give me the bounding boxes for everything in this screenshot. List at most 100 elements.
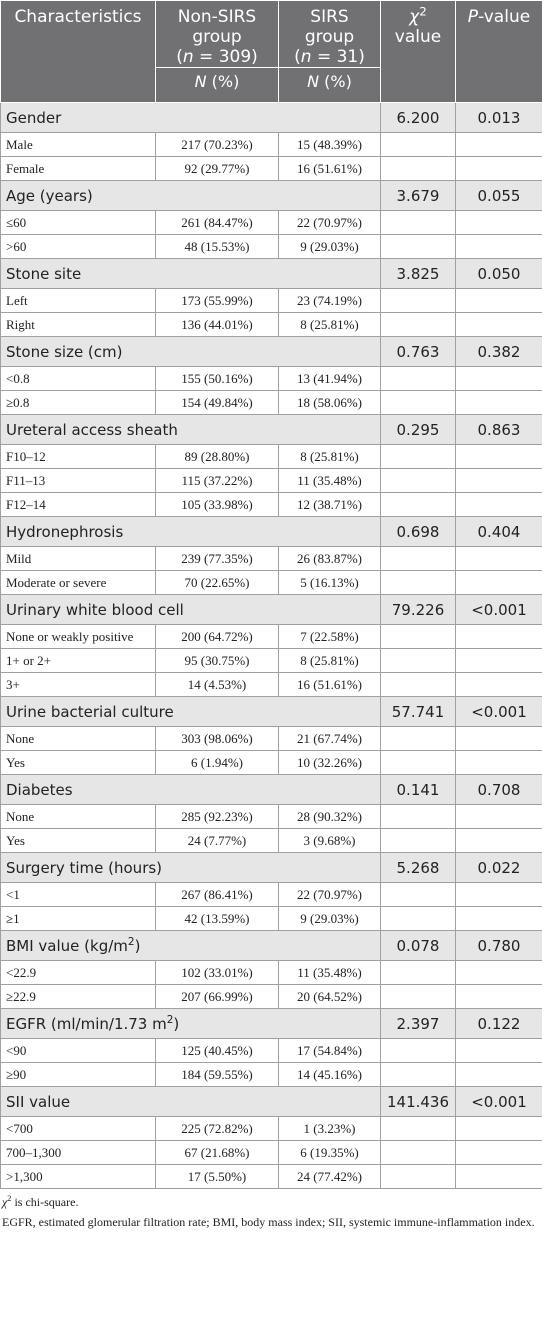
empty-cell (455, 750, 542, 775)
row-label: <0.8 (0, 366, 156, 391)
row-label: ≥0.8 (0, 390, 156, 415)
fn-sup: 2 (7, 1194, 12, 1203)
data-row: <700 225 (72.82%) 1 (3.23%) (0, 1116, 542, 1141)
header-n: (n = 309) (161, 47, 273, 67)
row-label: <22.9 (0, 960, 156, 985)
count-cell: 70 (22.65%) (155, 570, 279, 595)
empty-cell (380, 672, 456, 697)
p-value: 0.022 (455, 852, 542, 883)
count-cell: 21 (67.74%) (278, 726, 381, 751)
row-label: F10–12 (0, 444, 156, 469)
row-label: Right (0, 312, 156, 337)
count-cell: 28 (90.32%) (278, 804, 381, 829)
data-row: Female 92 (29.77%) 16 (51.61%) (0, 156, 542, 181)
count-cell: 89 (28.80%) (155, 444, 279, 469)
chi2-value: 2.397 (380, 1008, 456, 1039)
header-text: Non-SIRS group (177, 7, 257, 47)
count-cell: 95 (30.75%) (155, 648, 279, 673)
section-name-part: ) (134, 936, 141, 955)
row-label: Female (0, 156, 156, 181)
data-row: ≥0.8 154 (49.84%) 18 (58.06%) (0, 390, 542, 415)
empty-cell (455, 546, 542, 571)
empty-cell (380, 210, 456, 235)
count-cell: 6 (1.94%) (155, 750, 279, 775)
empty-cell (380, 570, 456, 595)
sub-n: N (307, 72, 320, 91)
header-cell: N (%) (278, 67, 381, 103)
row-label: None or weakly positive (0, 624, 156, 649)
count-cell: 8 (25.81%) (278, 312, 381, 337)
data-row: <22.9 102 (33.01%) 11 (35.48%) (0, 960, 542, 985)
section-row: EGFR (ml/min/1.73 m2) 2.397 0.122 (0, 1008, 542, 1039)
count-cell: 16 (51.61%) (278, 672, 381, 697)
empty-cell (455, 570, 542, 595)
empty-cell (380, 492, 456, 517)
p-rest: -value (478, 7, 531, 27)
section-row: Urine bacterial culture 57.741 <0.001 (0, 696, 542, 727)
empty-cell (380, 1062, 456, 1087)
row-label: F12–14 (0, 492, 156, 517)
count-cell: 11 (35.48%) (278, 960, 381, 985)
count-cell: 22 (70.97%) (278, 882, 381, 907)
data-row: <1 267 (86.41%) 22 (70.97%) (0, 882, 542, 907)
chi2-value: 0.295 (380, 414, 456, 445)
empty-cell (380, 468, 456, 493)
section-name-part: Urinary white blood cell (6, 600, 184, 619)
row-label: ≤60 (0, 210, 156, 235)
footnotes: χ2 is chi-square. EGFR, estimated glomeru… (0, 1194, 542, 1229)
data-row: <90 125 (40.45%) 17 (54.84%) (0, 1038, 542, 1063)
section-name-part: Stone site (6, 264, 82, 283)
row-label: >1,300 (0, 1164, 156, 1189)
header-n-part: = 31) (311, 47, 365, 67)
empty-cell (455, 984, 542, 1009)
header-n-part: ( (294, 47, 301, 67)
count-cell: 7 (22.58%) (278, 624, 381, 649)
count-cell: 5 (16.13%) (278, 570, 381, 595)
section-name: Stone size (cm) (0, 336, 381, 367)
empty-cell (455, 156, 542, 181)
data-row: 1+ or 2+ 95 (30.75%) 8 (25.81%) (0, 648, 542, 673)
data-row: ≥90 184 (59.55%) 14 (45.16%) (0, 1062, 542, 1087)
count-cell: 42 (13.59%) (155, 906, 279, 931)
section-row: Stone site 3.825 0.050 (0, 258, 542, 289)
header-cell: Characteristics (0, 0, 156, 103)
header-n-part: n (300, 47, 312, 67)
count-cell: 9 (29.03%) (278, 906, 381, 931)
section-name-part: Hydronephrosis (6, 522, 124, 541)
count-cell: 285 (92.23%) (155, 804, 279, 829)
data-row: Male 217 (70.23%) 15 (48.39%) (0, 132, 542, 157)
empty-cell (380, 366, 456, 391)
section-name-part: 2 (166, 1013, 174, 1026)
header-text: value (394, 27, 442, 47)
data-row: ≤60 261 (84.47%) 22 (70.97%) (0, 210, 542, 235)
section-name: Age (years) (0, 180, 381, 211)
empty-cell (455, 390, 542, 415)
empty-cell (455, 132, 542, 157)
empty-cell (455, 234, 542, 259)
chi2-value: 0.763 (380, 336, 456, 367)
empty-cell (380, 984, 456, 1009)
empty-cell (380, 648, 456, 673)
count-cell: 67 (21.68%) (155, 1140, 279, 1165)
section-name: Surgery time (hours) (0, 852, 381, 883)
row-label: ≥22.9 (0, 984, 156, 1009)
count-cell: 217 (70.23%) (155, 132, 279, 157)
section-name: Urinary white blood cell (0, 594, 381, 625)
table-body: Characteristics Non-SIRS group (n = 309) SI… (0, 0, 542, 1189)
empty-cell (380, 624, 456, 649)
section-name-part: BMI value (kg/m (6, 936, 128, 955)
section-name-part: Diabetes (6, 780, 73, 799)
chi2-value: 79.226 (380, 594, 456, 625)
row-label: None (0, 726, 156, 751)
p-value: 0.708 (455, 774, 542, 805)
empty-cell (455, 672, 542, 697)
chi-sup: 2 (419, 4, 427, 19)
empty-cell (380, 1164, 456, 1189)
empty-cell (455, 1164, 542, 1189)
count-cell: 17 (5.50%) (155, 1164, 279, 1189)
chi2-value: 141.436 (380, 1086, 456, 1117)
row-label: ≥90 (0, 1062, 156, 1087)
count-cell: 6 (19.35%) (278, 1140, 381, 1165)
count-cell: 9 (29.03%) (278, 234, 381, 259)
chi2-value: 0.698 (380, 516, 456, 547)
